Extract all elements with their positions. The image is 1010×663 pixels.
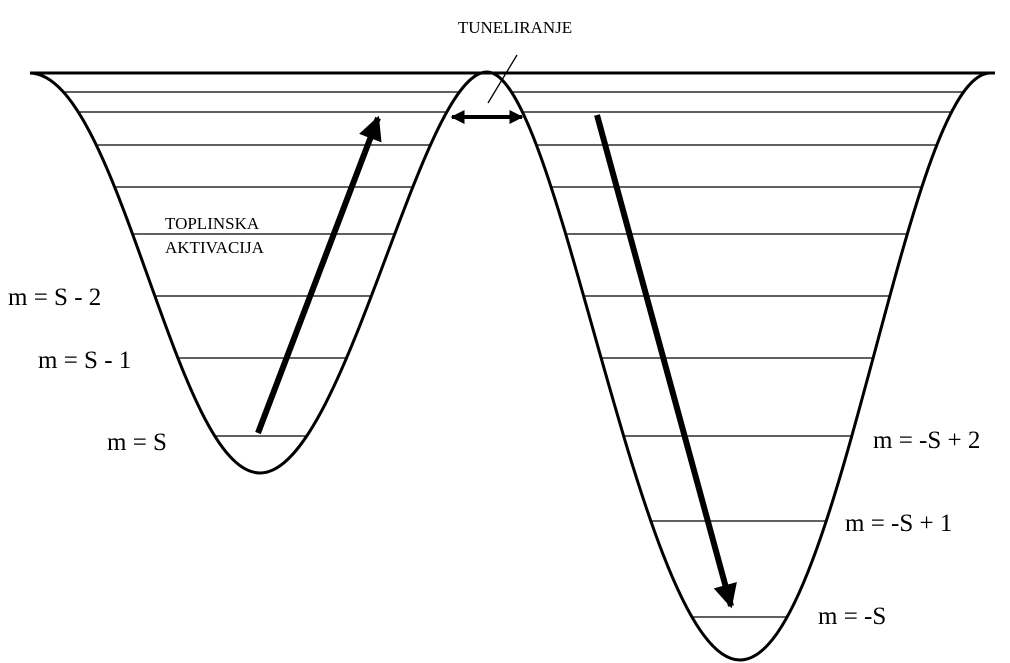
level-label: m = S - 2: [8, 284, 101, 311]
thermal-label: TOPLINSKA: [165, 214, 260, 233]
pointer-line: [487, 54, 518, 104]
thermal-arrow: [255, 115, 382, 435]
energy-levels: [30, 91, 990, 618]
descent-arrow: [594, 114, 737, 609]
level-label: m = S: [107, 429, 167, 456]
level-label: m = -S + 2: [873, 427, 980, 454]
potential-curve: [29, 70, 991, 662]
level-label: m = S - 1: [38, 347, 131, 374]
level-label: m = -S + 1: [845, 510, 952, 537]
tunneling-label: TUNELIRANJE: [458, 18, 572, 37]
level-label: m = -S: [818, 603, 886, 630]
thermal-label: AKTIVACIJA: [165, 238, 265, 257]
